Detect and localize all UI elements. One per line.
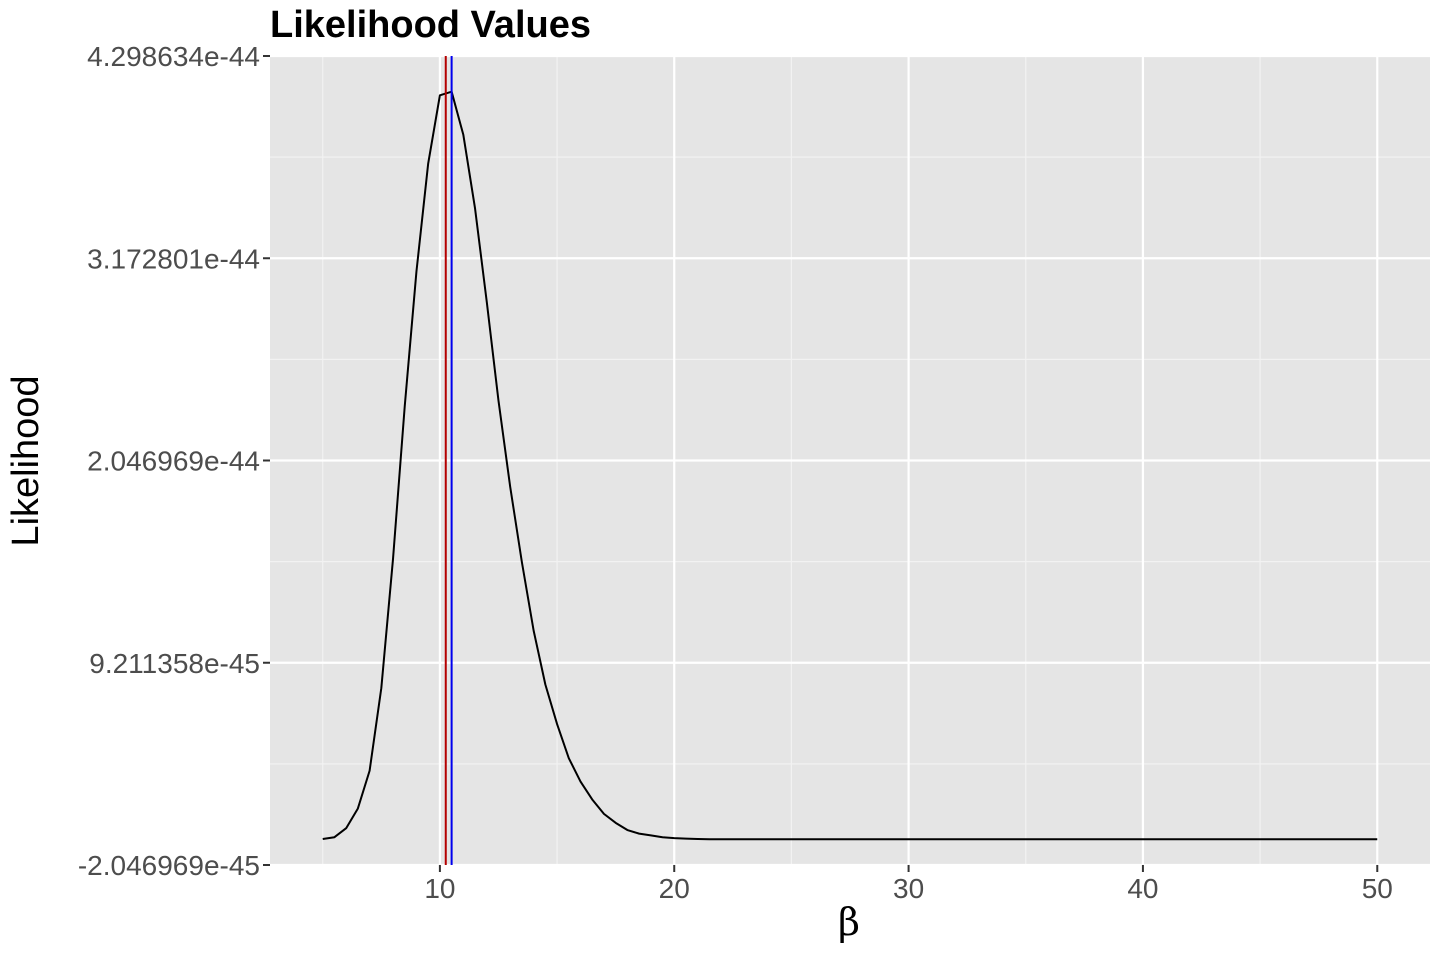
y-tick-label: -2.046969e-45 [78,850,260,881]
x-tick-label: 50 [1362,873,1393,904]
y-tick-label: 3.172801e-44 [87,243,260,274]
chart-title: Likelihood Values [270,4,591,46]
x-tick-label: 30 [893,873,924,904]
y-tick-label: 2.046969e-44 [87,445,260,476]
reference-lines [444,56,453,865]
x-tick-label: 20 [659,873,690,904]
x-tick-label: 40 [1127,873,1158,904]
likelihood-curve [322,90,1378,841]
axes: -2.046969e-45 9.211358e-45 2.046969e-44 3.1… [78,41,1393,904]
grid-lines [270,54,1430,867]
y-tick-label: 9.211358e-45 [89,648,260,679]
x-axis-title: β [838,900,860,944]
series-layer [322,90,1378,841]
y-axis-title: Likelihood [5,375,47,546]
y-tick-label: 4.298634e-44 [87,41,260,72]
x-tick-label: 10 [424,873,455,904]
